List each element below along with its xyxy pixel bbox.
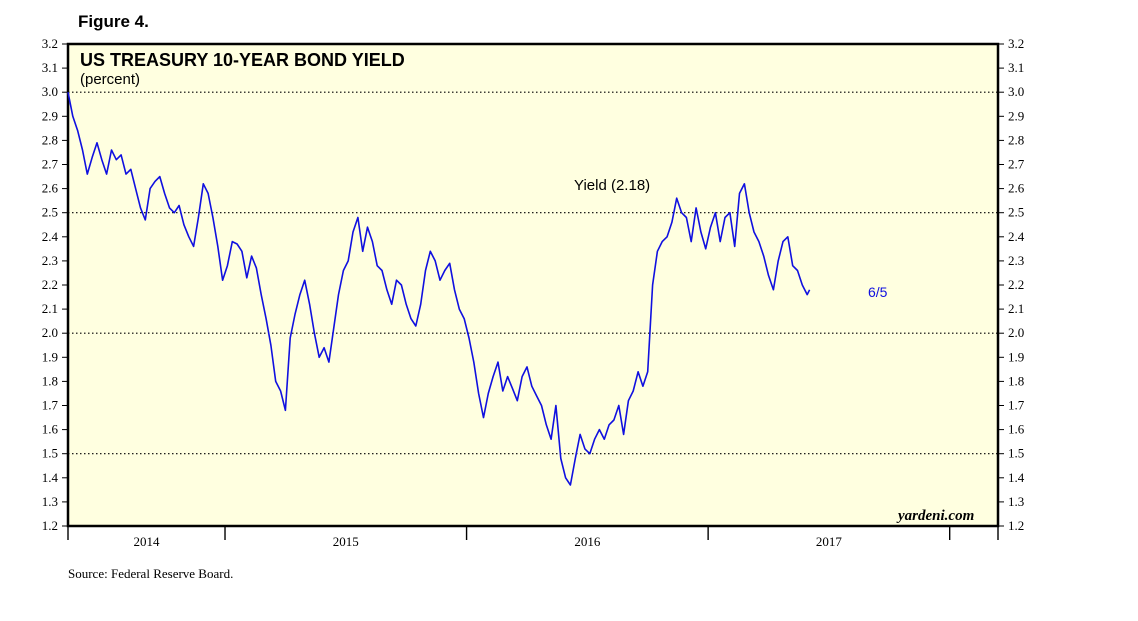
yield-series-line — [67, 92, 811, 486]
brand-watermark: yardeni.com — [896, 508, 974, 524]
y-tick-label: 2.9 — [42, 108, 58, 123]
y-tick-label: 1.8 — [42, 373, 58, 388]
y-tick-label: 3.0 — [1008, 84, 1024, 99]
gridlines — [68, 91, 998, 455]
y-tick-label: 2.7 — [1008, 157, 1025, 172]
chart-subtitle: (percent) — [80, 71, 140, 88]
y-tick-label: 2.1 — [42, 301, 58, 316]
y-tick-label: 2.8 — [42, 132, 58, 147]
y-tick-label: 3.2 — [42, 36, 58, 51]
chart-title: US TREASURY 10-YEAR BOND YIELD — [80, 50, 405, 70]
y-tick-label: 2.5 — [1008, 205, 1024, 220]
y-tick-label: 2.4 — [1008, 229, 1025, 244]
x-tick-label: 2016 — [574, 534, 601, 549]
y-tick-label: 2.4 — [42, 229, 59, 244]
right-y-axis: 1.2 1.3 1.4 1.5 1.6 1.7 1.8 1.9 2.0 2.1 2.2 2.3 2.4 2… — [998, 36, 1025, 533]
source-note: Source: Federal Reserve Board. — [68, 566, 234, 581]
left-y-axis: 1.2 1.3 1.4 1.5 1.6 1.7 1.8 1.9 2.0 2.1 2.2 2.3 2.4 2… — [42, 36, 68, 533]
y-tick-label: 2.5 — [42, 205, 58, 220]
y-tick-label: 1.9 — [42, 349, 58, 364]
y-tick-label: 2.8 — [1008, 132, 1024, 147]
y-tick-label: 2.0 — [42, 325, 58, 340]
y-tick-label: 1.2 — [1008, 518, 1024, 533]
y-tick-label: 3.2 — [1008, 36, 1024, 51]
y-tick-label: 3.0 — [42, 84, 58, 99]
y-tick-label: 2.3 — [1008, 253, 1024, 268]
y-tick-label: 1.9 — [1008, 349, 1024, 364]
y-tick-label: 2.2 — [1008, 277, 1024, 292]
y-tick-label: 1.6 — [1008, 422, 1025, 437]
y-tick-label: 3.1 — [1008, 60, 1024, 75]
x-tick-label: 2017 — [816, 534, 843, 549]
y-tick-label: 1.7 — [42, 398, 59, 413]
y-tick-label: 1.3 — [1008, 494, 1024, 509]
y-tick-label: 2.2 — [42, 277, 58, 292]
x-axis: 2014 2015 2016 2017 — [67, 526, 999, 549]
y-tick-label: 2.0 — [1008, 325, 1024, 340]
figure-label: Figure 4. — [78, 12, 149, 31]
end-date-label: 6/5 — [868, 284, 888, 300]
y-tick-label: 2.3 — [42, 253, 58, 268]
y-tick-label: 3.1 — [42, 60, 58, 75]
y-tick-label: 2.6 — [42, 181, 59, 196]
y-tick-label: 2.6 — [1008, 181, 1025, 196]
y-tick-label: 1.7 — [1008, 398, 1025, 413]
y-tick-label: 1.4 — [1008, 470, 1025, 485]
x-tick-label: 2014 — [134, 534, 161, 549]
y-tick-label: 1.5 — [42, 446, 58, 461]
x-tick-label: 2015 — [333, 534, 359, 549]
yield-annotation: Yield (2.18) — [574, 177, 650, 194]
y-tick-label: 1.4 — [42, 470, 59, 485]
y-tick-label: 2.7 — [42, 157, 59, 172]
y-tick-label: 1.2 — [42, 518, 58, 533]
y-tick-label: 1.8 — [1008, 373, 1024, 388]
y-tick-label: 1.3 — [42, 494, 58, 509]
y-tick-label: 1.5 — [1008, 446, 1024, 461]
y-tick-label: 2.1 — [1008, 301, 1024, 316]
chart-svg: 1.2 1.3 1.4 1.5 1.6 1.7 1.8 1.9 2.0 2.1 2.2 2.3 2.4 2… — [42, 36, 1025, 549]
y-tick-label: 2.9 — [1008, 108, 1024, 123]
y-tick-label: 1.6 — [42, 422, 59, 437]
